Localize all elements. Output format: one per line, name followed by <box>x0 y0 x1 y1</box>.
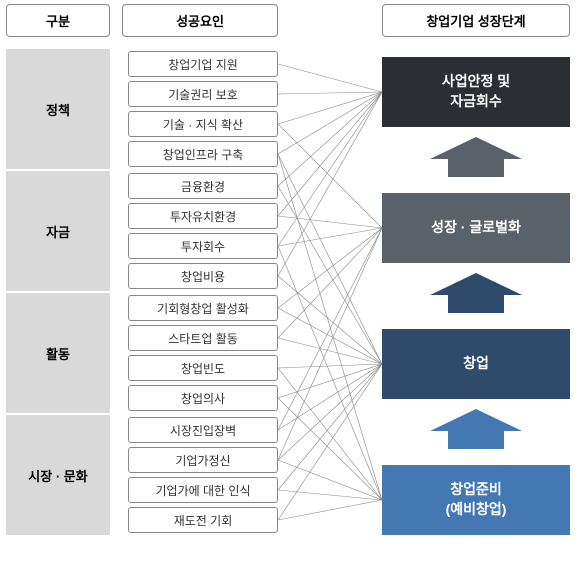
factor-box: 기회형창업 활성화 <box>128 295 278 321</box>
factor-box: 금융환경 <box>128 173 278 199</box>
factor-box: 기업가에 대한 인식 <box>128 477 278 503</box>
header-factor: 성공요인 <box>122 4 278 37</box>
arrow-up-icon <box>430 137 522 177</box>
stage-box: 창업 <box>382 329 570 399</box>
factor-box: 기업가정신 <box>128 447 278 473</box>
factor-box: 시장진입장벽 <box>128 417 278 443</box>
header-category: 구분 <box>6 4 110 37</box>
factor-box: 기술권리 보호 <box>128 81 278 107</box>
factor-box: 스타트업 활동 <box>128 325 278 351</box>
stage-box: 창업준비 (예비창업) <box>382 465 570 535</box>
category-block: 자금 <box>6 171 110 291</box>
factor-box: 창업인프라 구축 <box>128 141 278 167</box>
factor-box: 창업빈도 <box>128 355 278 381</box>
header-stage: 창업기업 성장단계 <box>382 4 570 37</box>
stage-box: 성장 · 글로벌화 <box>382 193 570 263</box>
factor-box: 창업의사 <box>128 385 278 411</box>
category-block: 활동 <box>6 293 110 413</box>
category-block: 시장 · 문화 <box>6 415 110 535</box>
category-block: 정책 <box>6 49 110 169</box>
arrow-up-icon <box>430 409 522 449</box>
factor-box: 창업기업 지원 <box>128 51 278 77</box>
factor-box: 창업비용 <box>128 263 278 289</box>
factor-box: 재도전 기회 <box>128 507 278 533</box>
header-row: 구분 성공요인 창업기업 성장단계 <box>0 0 582 41</box>
factor-box: 투자유치환경 <box>128 203 278 229</box>
factor-box: 투자회수 <box>128 233 278 259</box>
factor-box: 기술 · 지식 확산 <box>128 111 278 137</box>
stage-box: 사업안정 및 자금회수 <box>382 57 570 127</box>
arrow-up-icon <box>430 273 522 313</box>
diagram-body: 정책자금활동시장 · 문화 창업기업 지원기술권리 보호기술 · 지식 확산창업인… <box>0 41 582 541</box>
